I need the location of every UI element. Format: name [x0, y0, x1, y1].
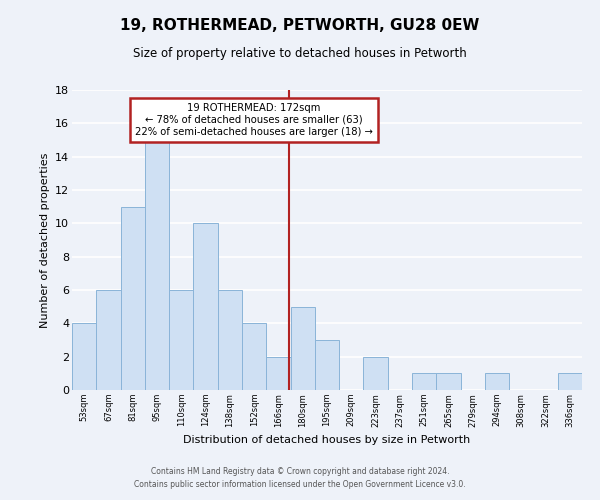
Bar	[436, 374, 461, 390]
X-axis label: Distribution of detached houses by size in Petworth: Distribution of detached houses by size …	[184, 435, 470, 445]
Bar	[242, 324, 266, 390]
Text: 19, ROTHERMEAD, PETWORTH, GU28 0EW: 19, ROTHERMEAD, PETWORTH, GU28 0EW	[121, 18, 479, 32]
Bar	[364, 356, 388, 390]
Bar	[145, 140, 169, 390]
Y-axis label: Number of detached properties: Number of detached properties	[40, 152, 50, 328]
Bar	[266, 356, 290, 390]
Bar	[169, 290, 193, 390]
Bar	[290, 306, 315, 390]
Bar	[412, 374, 436, 390]
Text: Size of property relative to detached houses in Petworth: Size of property relative to detached ho…	[133, 48, 467, 60]
Bar	[193, 224, 218, 390]
Bar	[485, 374, 509, 390]
Text: 19 ROTHERMEAD: 172sqm
← 78% of detached houses are smaller (63)
22% of semi-deta: 19 ROTHERMEAD: 172sqm ← 78% of detached …	[135, 104, 373, 136]
Bar	[121, 206, 145, 390]
Bar	[72, 324, 96, 390]
Bar	[218, 290, 242, 390]
Text: Contains public sector information licensed under the Open Government Licence v3: Contains public sector information licen…	[134, 480, 466, 489]
Bar	[558, 374, 582, 390]
Bar	[315, 340, 339, 390]
Bar	[96, 290, 121, 390]
Text: Contains HM Land Registry data © Crown copyright and database right 2024.: Contains HM Land Registry data © Crown c…	[151, 467, 449, 476]
